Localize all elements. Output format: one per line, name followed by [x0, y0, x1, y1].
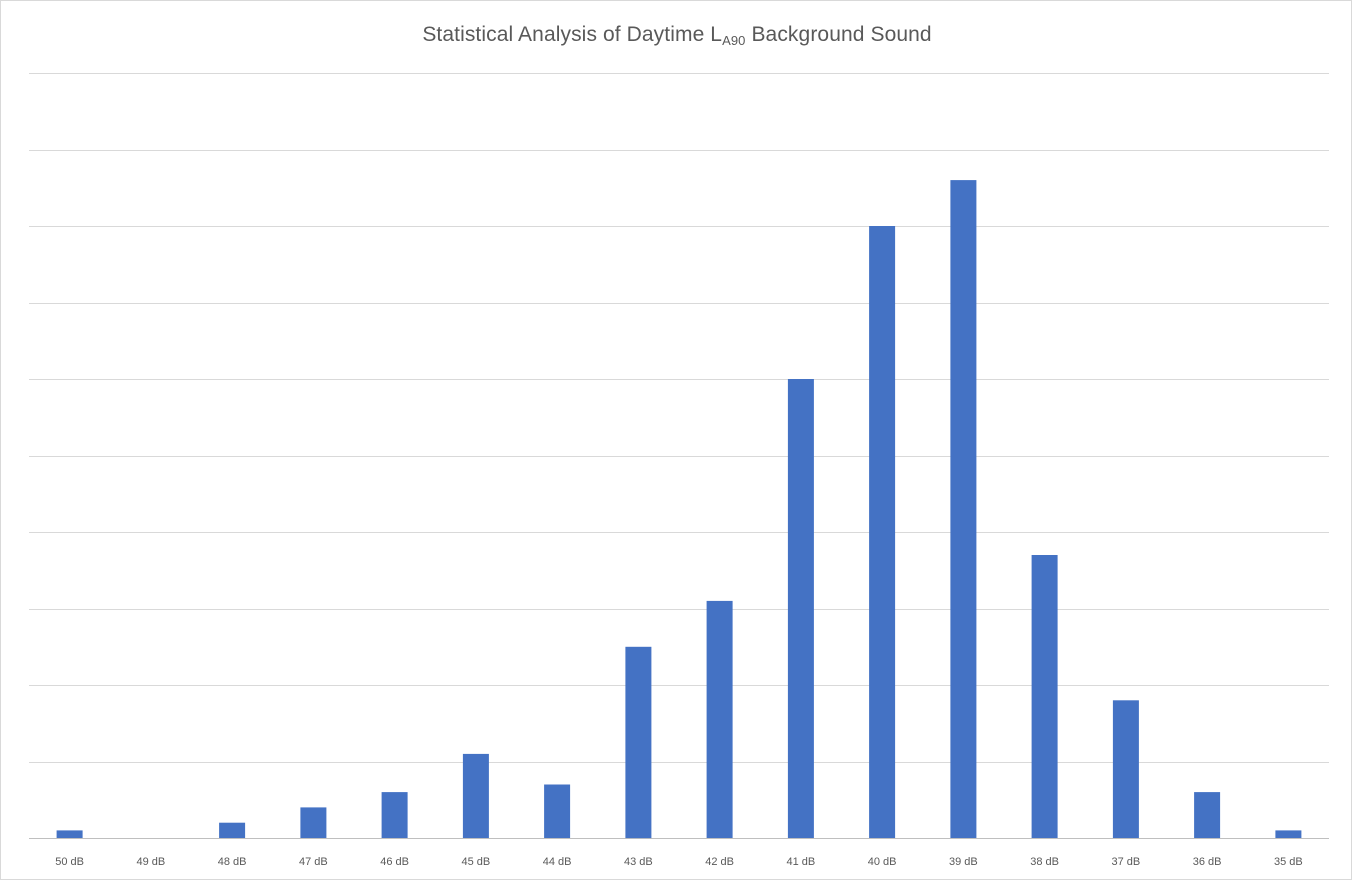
bar-37-db	[1112, 700, 1139, 838]
x-tick-label: 39 dB	[949, 856, 978, 868]
x-tick-label: 49 dB	[137, 856, 166, 868]
bar-39-db	[950, 180, 977, 839]
chart-title-suffix: Background Sound	[745, 23, 932, 46]
x-tick-label: 43 dB	[624, 856, 653, 868]
gridlines	[29, 73, 1329, 839]
x-tick-label: 38 dB	[1030, 856, 1059, 868]
x-tick-label: 41 dB	[787, 856, 816, 868]
x-tick-label: 50 dB	[55, 856, 84, 868]
bars	[56, 180, 1302, 839]
x-tick-label: 35 dB	[1274, 856, 1303, 868]
bar-35-db	[1275, 830, 1302, 838]
x-tick-label: 40 dB	[868, 856, 897, 868]
x-tick-label: 44 dB	[543, 856, 572, 868]
bar-36-db	[1194, 792, 1221, 838]
bar-50-db	[56, 830, 83, 838]
bar-46-db	[381, 792, 408, 838]
bar-44-db	[544, 784, 571, 838]
x-tick-label: 45 dB	[462, 856, 491, 868]
chart-title-subscript: A90	[722, 33, 746, 48]
x-tick-label: 47 dB	[299, 856, 328, 868]
bar-42-db	[706, 600, 733, 838]
x-tick-label: 48 dB	[218, 856, 247, 868]
bar-40-db	[869, 226, 896, 838]
bar-45-db	[462, 753, 489, 838]
x-tick-label: 37 dB	[1112, 856, 1141, 868]
bar-43-db	[625, 646, 652, 839]
x-tick-label: 42 dB	[705, 856, 734, 868]
bar-48-db	[219, 822, 246, 838]
x-axis-tick-labels: 50 dB 49 dB 48 dB 47 dB 46 dB 45 dB 44 dB 43 dB…	[55, 856, 1303, 868]
bar-41-db	[787, 379, 814, 838]
x-tick-label: 36 dB	[1193, 856, 1222, 868]
x-tick-label: 46 dB	[380, 856, 409, 868]
chart-title-prefix: Statistical Analysis of Daytime L	[422, 23, 723, 46]
bar-47-db	[300, 807, 327, 838]
bar-38-db	[1031, 555, 1058, 838]
chart-title: Statistical Analysis of Daytime LA90 Bac…	[1, 23, 1352, 48]
